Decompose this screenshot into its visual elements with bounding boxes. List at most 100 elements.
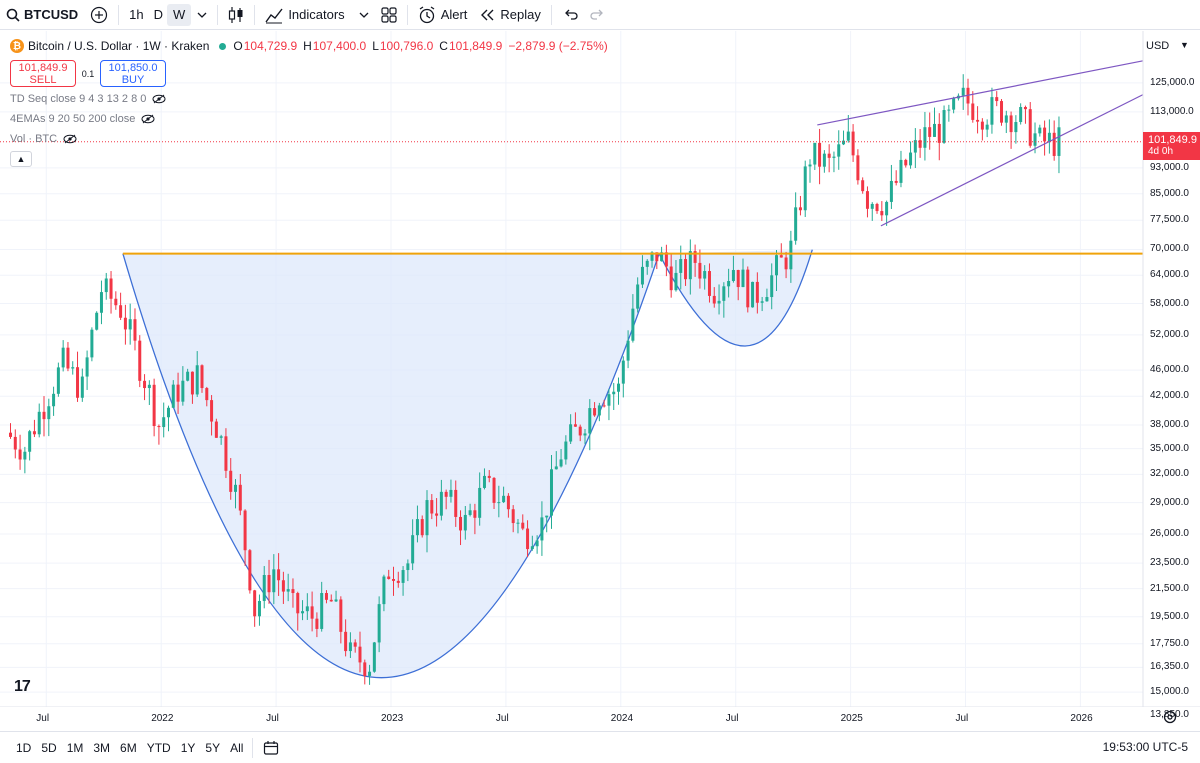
settings-gear-icon[interactable] [1162,709,1178,725]
candle-body [913,140,917,153]
chevron-down-icon [359,12,369,18]
buy-label: BUY [121,74,145,86]
indicators-label: Indicators [288,7,345,22]
candle-body [1000,101,1004,123]
eye-hidden-icon[interactable] [141,114,155,124]
sell-button[interactable]: 101,849.9 SELL [10,60,76,87]
candle-body [870,203,874,209]
chart-area[interactable] [0,31,1200,707]
candle-body [310,606,314,619]
buy-button[interactable]: 101,850.0 BUY [100,60,166,87]
candle-body [909,152,913,166]
price-tick-label: 26,000.0 [1150,528,1189,540]
candle-body [712,295,716,304]
candle-body [784,257,788,270]
candle-body [889,180,893,202]
candle-body [698,262,702,279]
toolbar-divider [406,4,408,25]
candle-body [281,580,285,592]
candle-body [521,522,525,529]
candle-body [597,405,601,416]
eye-hidden-icon[interactable] [152,94,166,104]
replay-button[interactable]: Replay [473,0,546,30]
candle-body [109,278,113,299]
candle-body [190,371,194,395]
redo-button[interactable] [584,0,612,30]
range-button[interactable]: 6M [120,740,137,755]
add-symbol-button[interactable] [84,0,114,30]
candle-body [420,519,424,536]
candles-icon [229,6,243,23]
indicator-volume[interactable]: Vol · BTC [10,129,614,149]
candle-body [411,535,415,564]
interval-d[interactable]: D [153,7,164,22]
candle-body [808,164,812,167]
indicator-td-seq[interactable]: TD Seq close 9 4 3 13 2 8 0 [10,89,614,109]
candle-body [305,606,309,612]
price-tick-label: 21,500.0 [1150,582,1189,594]
indicator-emas[interactable]: 4EMAs 9 20 50 200 close [10,109,614,129]
range-button[interactable]: 1D [16,740,32,755]
candle-body [99,292,103,313]
candle-body [861,180,865,192]
range-button[interactable]: 5Y [205,740,221,755]
chart-type-button[interactable] [222,0,250,30]
price-chart[interactable] [0,31,1200,707]
time-axis[interactable]: Jul 2022 Jul 2023 Jul 2024 Jul 2025 Jul 2026 [0,707,1143,729]
candle-body [851,131,855,156]
candle-body [923,127,927,148]
indicators-button[interactable]: Indicators [259,0,374,30]
candle-body [731,269,735,282]
candle-body [703,271,707,279]
candle-body [846,131,850,141]
undo-button[interactable] [556,0,584,30]
price-tick-label: 85,000.0 [1150,187,1189,199]
range-button[interactable]: YTD [146,740,171,755]
candle-body [559,459,563,467]
legend-collapse-button[interactable]: ▲ [10,151,32,167]
candle-body [569,424,573,442]
range-button[interactable]: 1Y [180,740,196,755]
candle-body [621,360,625,384]
layout-button[interactable] [375,0,403,30]
candle-body [1028,109,1032,146]
candles-layer [9,74,1061,685]
candle-body [1038,127,1042,134]
chevron-down-icon[interactable]: ▼ [1180,40,1189,50]
candle-body [425,500,429,536]
cup-curve [122,253,660,679]
time-tick-label: Jul [266,713,279,724]
candle-body [937,123,941,143]
handle-fill [659,249,813,346]
calendar-range-icon[interactable] [263,740,279,756]
time-tick-label: 2023 [381,713,404,724]
ohlc-open-label: O [233,39,243,53]
interval-dropdown[interactable] [191,0,213,30]
interval-w[interactable]: W [167,3,192,26]
range-button[interactable]: 3M [93,740,111,755]
bar-countdown: 4d 0h [1148,145,1174,157]
interval-1h[interactable]: 1h [129,7,144,22]
candle-body [636,284,640,309]
range-button[interactable]: 1M [66,740,84,755]
price-axis[interactable]: 125,000.0 113,000.0 93,000.0 85,000.0 77,500… [1143,31,1200,720]
toolbar-divider [550,4,552,25]
candle-body [1047,132,1051,142]
candle-body [650,252,654,261]
candle-body [664,252,668,267]
bitcoin-logo-icon: ₿ [10,39,24,53]
candle-body [128,319,132,330]
currency-selector[interactable]: USD [1146,40,1170,52]
candle-body [526,528,530,550]
symbol-search[interactable]: BTCUSD [0,0,84,30]
candle-body [674,272,678,291]
clock[interactable]: 19:53:00 UTC-5 [1102,740,1188,754]
eye-hidden-icon[interactable] [63,134,77,144]
range-button[interactable]: All [230,740,244,755]
range-button[interactable]: 5D [41,740,57,755]
top-toolbar: BTCUSD 1h D W Indicators Alert Replay [0,0,1200,30]
ohlc-close-label: C [439,39,448,53]
ohlc-low-label: L [372,39,379,53]
alert-button[interactable]: Alert [412,0,474,30]
candle-body [688,251,692,280]
